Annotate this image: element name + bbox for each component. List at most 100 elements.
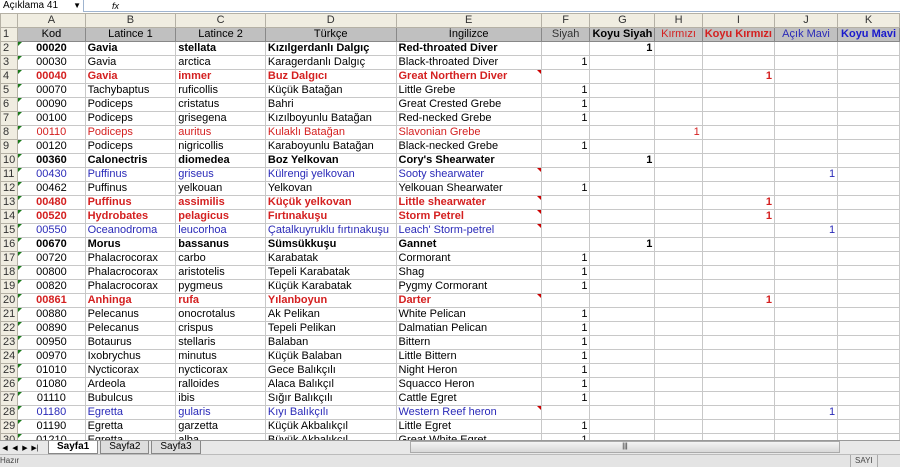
column-header-C[interactable]: C: [175, 13, 266, 28]
latin1-cell[interactable]: Morus: [84, 237, 177, 252]
latin1-cell[interactable]: Ardeola: [84, 377, 177, 392]
flag-cell-K[interactable]: [837, 293, 900, 308]
flag-cell-F[interactable]: [540, 167, 591, 182]
english-cell[interactable]: Bittern: [395, 335, 542, 350]
flag-cell-J[interactable]: [773, 209, 839, 224]
latin1-cell[interactable]: Podiceps: [84, 139, 177, 154]
row-header[interactable]: 16: [0, 237, 19, 252]
code-cell[interactable]: 00430: [17, 167, 86, 182]
flag-cell-K[interactable]: [837, 307, 900, 322]
flag-cell-K[interactable]: [837, 265, 900, 280]
turkish-cell[interactable]: Tepeli Karabatak: [264, 265, 397, 280]
latin1-cell[interactable]: Anhinga: [84, 293, 177, 308]
latin2-cell[interactable]: rufa: [175, 293, 266, 308]
flag-cell-K[interactable]: [837, 41, 900, 56]
flag-cell-J[interactable]: [773, 293, 839, 308]
english-cell[interactable]: Cory's Shearwater: [395, 153, 542, 168]
flag-cell-F[interactable]: [540, 223, 591, 238]
flag-cell-K[interactable]: [837, 167, 900, 182]
turkish-cell[interactable]: Sümsükkuşu: [264, 237, 397, 252]
flag-cell-K[interactable]: [837, 391, 900, 406]
flag-cell-K[interactable]: [837, 69, 900, 84]
turkish-cell[interactable]: Küçük Akbalıkçıl: [264, 419, 397, 434]
flag-cell-F[interactable]: 1: [540, 363, 591, 378]
flag-cell-J[interactable]: [773, 335, 839, 350]
column-header-H[interactable]: H: [654, 13, 703, 28]
latin1-cell[interactable]: Oceanodroma: [84, 223, 177, 238]
english-cell[interactable]: Leach' Storm-petrel: [395, 223, 542, 238]
flag-cell-J[interactable]: [773, 321, 839, 336]
flag-cell-K[interactable]: [837, 223, 900, 238]
row-header[interactable]: 15: [0, 223, 19, 238]
turkish-cell[interactable]: Alaca Balıkçıl: [264, 377, 397, 392]
flag-cell-G[interactable]: [589, 279, 656, 294]
flag-cell-J[interactable]: 1: [773, 223, 839, 238]
flag-cell-H[interactable]: [654, 363, 703, 378]
flag-cell-I[interactable]: [701, 335, 775, 350]
flag-cell-F[interactable]: 1: [540, 251, 591, 266]
code-cell[interactable]: 01190: [17, 419, 86, 434]
flag-cell-H[interactable]: [654, 195, 703, 210]
code-cell[interactable]: 00550: [17, 223, 86, 238]
flag-cell-K[interactable]: [837, 321, 900, 336]
flag-cell-F[interactable]: 1: [540, 335, 591, 350]
turkish-cell[interactable]: Yılanboyun: [264, 293, 397, 308]
latin1-cell[interactable]: Hydrobates: [84, 209, 177, 224]
flag-cell-I[interactable]: [701, 55, 775, 70]
latin2-cell[interactable]: garzetta: [175, 419, 266, 434]
flag-cell-F[interactable]: [540, 69, 591, 84]
column-header-B[interactable]: B: [84, 13, 177, 28]
turkish-cell[interactable]: Buz Dalgıcı: [264, 69, 397, 84]
code-cell[interactable]: 00970: [17, 349, 86, 364]
latin1-cell[interactable]: Puffinus: [84, 181, 177, 196]
flag-cell-F[interactable]: [540, 293, 591, 308]
flag-cell-H[interactable]: [654, 41, 703, 56]
flag-cell-I[interactable]: [701, 377, 775, 392]
english-cell[interactable]: Red-throated Diver: [395, 41, 542, 56]
latin2-cell[interactable]: bassanus: [175, 237, 266, 252]
flag-cell-K[interactable]: [837, 363, 900, 378]
turkish-cell[interactable]: Bahri: [264, 97, 397, 112]
flag-cell-G[interactable]: [589, 167, 656, 182]
flag-cell-H[interactable]: [654, 265, 703, 280]
flag-cell-F[interactable]: 1: [540, 111, 591, 126]
code-cell[interactable]: 00800: [17, 265, 86, 280]
turkish-cell[interactable]: Ak Pelikan: [264, 307, 397, 322]
flag-cell-J[interactable]: [773, 419, 839, 434]
flag-cell-H[interactable]: [654, 223, 703, 238]
flag-cell-H[interactable]: 1: [654, 125, 703, 140]
flag-cell-I[interactable]: [701, 363, 775, 378]
flag-cell-H[interactable]: [654, 405, 703, 420]
turkish-cell[interactable]: Karabatak: [264, 251, 397, 266]
code-cell[interactable]: 01080: [17, 377, 86, 392]
latin2-cell[interactable]: aristotelis: [175, 265, 266, 280]
flag-cell-H[interactable]: [654, 377, 703, 392]
flag-cell-G[interactable]: [589, 349, 656, 364]
flag-cell-H[interactable]: [654, 69, 703, 84]
flag-cell-F[interactable]: 1: [540, 321, 591, 336]
prev-sheet-icon[interactable]: ◀: [12, 444, 18, 452]
latin1-cell[interactable]: Gavia: [84, 69, 177, 84]
code-cell[interactable]: 00861: [17, 293, 86, 308]
flag-cell-I[interactable]: 1: [701, 209, 775, 224]
flag-cell-F[interactable]: [540, 405, 591, 420]
flag-cell-J[interactable]: [773, 279, 839, 294]
latin1-cell[interactable]: Puffinus: [84, 167, 177, 182]
row-header[interactable]: 20: [0, 293, 19, 308]
flag-cell-I[interactable]: [701, 307, 775, 322]
english-cell[interactable]: Great Crested Grebe: [395, 97, 542, 112]
code-cell[interactable]: 00020: [17, 41, 86, 56]
latin2-cell[interactable]: nycticorax: [175, 363, 266, 378]
code-cell[interactable]: 00480: [17, 195, 86, 210]
header-cell[interactable]: Siyah: [540, 27, 591, 42]
latin1-cell[interactable]: Gavia: [84, 41, 177, 56]
flag-cell-I[interactable]: 1: [701, 69, 775, 84]
flag-cell-G[interactable]: [589, 405, 656, 420]
flag-cell-I[interactable]: [701, 321, 775, 336]
code-cell[interactable]: 00890: [17, 321, 86, 336]
flag-cell-K[interactable]: [837, 139, 900, 154]
english-cell[interactable]: Little Bittern: [395, 349, 542, 364]
latin2-cell[interactable]: carbo: [175, 251, 266, 266]
flag-cell-H[interactable]: [654, 153, 703, 168]
row-header[interactable]: 29: [0, 419, 19, 434]
